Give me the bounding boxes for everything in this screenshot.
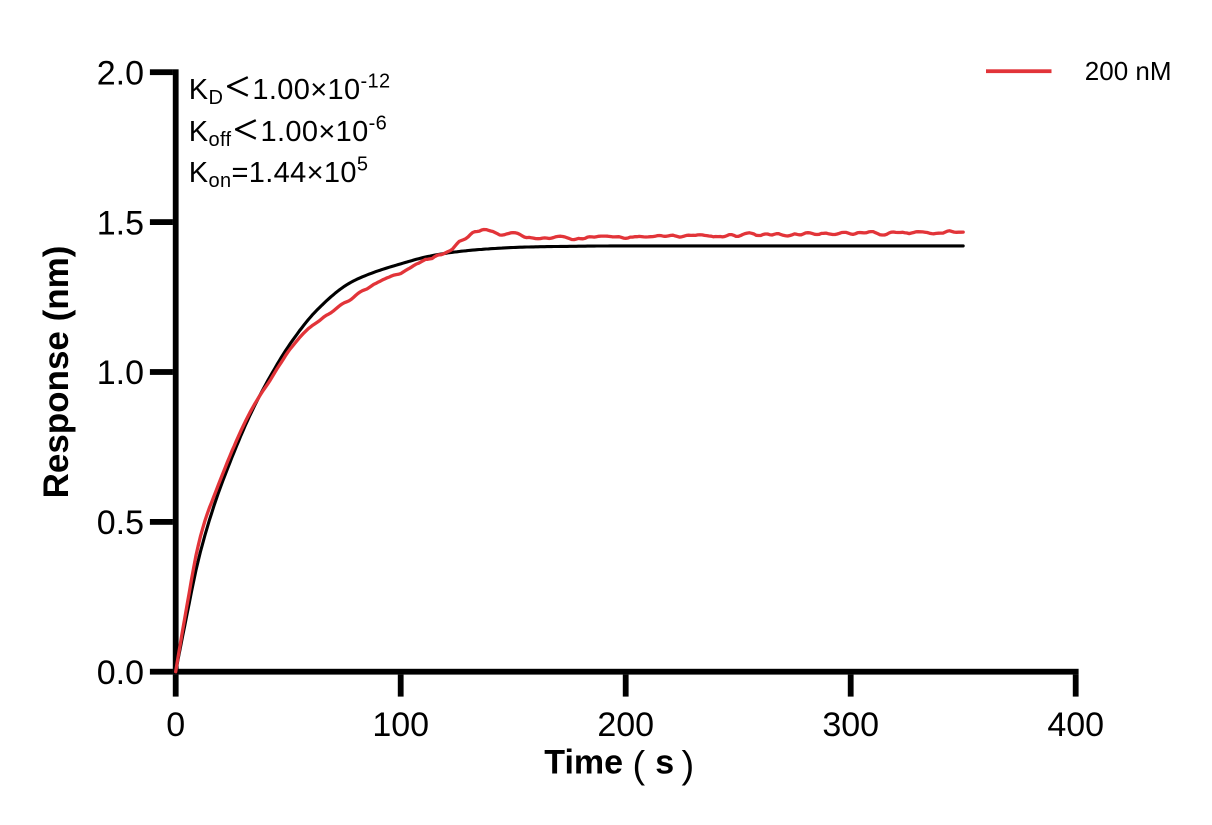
svg-text:(): ()	[633, 745, 695, 787]
svg-text:200 nM: 200 nM	[1085, 56, 1172, 86]
svg-text:1.5: 1.5	[97, 204, 144, 242]
svg-text:2.0: 2.0	[97, 54, 144, 92]
svg-text:1.0: 1.0	[97, 354, 144, 392]
svg-text:0: 0	[166, 706, 185, 744]
svg-text:Response (nm): Response (nm)	[37, 246, 76, 499]
svg-text:300: 300	[822, 706, 879, 744]
svg-text:0.0: 0.0	[97, 654, 144, 692]
svg-text:200: 200	[597, 706, 654, 744]
svg-text:100: 100	[372, 706, 429, 744]
svg-text:400: 400	[1047, 706, 1104, 744]
svg-text:0.5: 0.5	[97, 504, 144, 542]
